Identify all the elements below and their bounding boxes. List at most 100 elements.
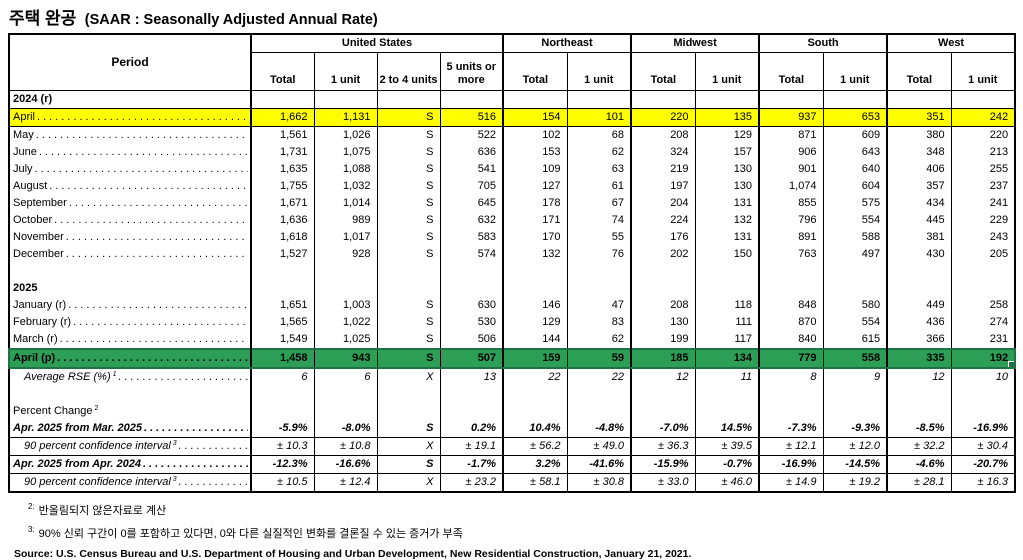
- table-cell[interactable]: -20.7%: [950, 454, 1016, 473]
- table-cell[interactable]: [566, 385, 632, 403]
- table-cell[interactable]: 135: [694, 107, 760, 127]
- table-cell[interactable]: 109: [502, 160, 568, 178]
- table-cell[interactable]: -16.9%: [758, 454, 824, 473]
- row-label[interactable]: April (p): [8, 347, 251, 369]
- table-cell[interactable]: 62: [566, 143, 632, 161]
- table-cell[interactable]: [694, 262, 760, 280]
- table-cell[interactable]: [502, 262, 568, 280]
- table-cell[interactable]: 1,026: [313, 126, 377, 144]
- row-label[interactable]: Apr. 2025 from Apr. 2024: [9, 454, 251, 473]
- table-cell[interactable]: 202: [630, 245, 696, 263]
- row-label[interactable]: [9, 386, 251, 403]
- table-cell[interactable]: [250, 279, 314, 297]
- table-cell[interactable]: S: [376, 126, 440, 144]
- table-cell[interactable]: S: [376, 194, 440, 212]
- table-cell[interactable]: [694, 385, 760, 403]
- table-cell[interactable]: 1,651: [250, 296, 314, 314]
- table-cell[interactable]: ± 12.0: [822, 436, 888, 455]
- table-cell[interactable]: 615: [822, 330, 888, 349]
- table-cell[interactable]: [313, 90, 377, 108]
- table-cell[interactable]: 14.5%: [694, 419, 760, 437]
- table-cell[interactable]: [566, 402, 632, 420]
- table-cell[interactable]: 63: [566, 160, 632, 178]
- table-cell[interactable]: 705: [439, 177, 504, 195]
- table-cell[interactable]: -7.3%: [758, 419, 824, 437]
- table-cell[interactable]: S: [376, 107, 440, 127]
- table-cell[interactable]: [886, 279, 952, 297]
- row-label[interactable]: 90 percent confidence interval 3: [9, 436, 251, 455]
- table-cell[interactable]: 208: [630, 126, 696, 144]
- table-cell[interactable]: 380: [886, 126, 952, 144]
- table-cell[interactable]: 351: [886, 107, 952, 127]
- table-cell[interactable]: 208: [630, 296, 696, 314]
- table-cell[interactable]: 131: [694, 228, 760, 246]
- table-cell[interactable]: 1,635: [250, 160, 314, 178]
- table-cell[interactable]: [376, 90, 440, 108]
- table-cell[interactable]: [439, 402, 504, 420]
- table-cell[interactable]: 530: [439, 313, 504, 331]
- table-cell[interactable]: 10.4%: [502, 419, 568, 437]
- table-cell[interactable]: 554: [822, 313, 888, 331]
- table-cell[interactable]: [822, 262, 888, 280]
- table-cell[interactable]: 9: [822, 367, 888, 386]
- table-cell[interactable]: [502, 402, 568, 420]
- table-cell[interactable]: -12.3%: [250, 454, 314, 473]
- table-cell[interactable]: 153: [502, 143, 568, 161]
- table-cell[interactable]: 243: [950, 228, 1016, 246]
- table-cell[interactable]: [630, 90, 696, 108]
- table-cell[interactable]: 132: [694, 211, 760, 229]
- table-cell[interactable]: 55: [566, 228, 632, 246]
- table-cell[interactable]: 68: [566, 126, 632, 144]
- table-cell[interactable]: ± 30.4: [950, 436, 1016, 455]
- table-cell[interactable]: 406: [886, 160, 952, 178]
- table-cell[interactable]: 796: [758, 211, 824, 229]
- table-cell[interactable]: 1,561: [250, 126, 314, 144]
- table-cell[interactable]: ± 33.0: [630, 472, 696, 492]
- table-cell[interactable]: 118: [694, 296, 760, 314]
- row-label[interactable]: January (r): [9, 297, 251, 314]
- table-cell[interactable]: -14.5%: [822, 454, 888, 473]
- row-label[interactable]: February (r): [9, 314, 251, 331]
- table-cell[interactable]: 129: [694, 126, 760, 144]
- table-cell[interactable]: 220: [950, 126, 1016, 144]
- table-cell[interactable]: 574: [439, 245, 504, 263]
- row-label[interactable]: Percent Change 2: [13, 404, 99, 418]
- table-cell[interactable]: 989: [313, 211, 377, 229]
- table-cell[interactable]: 237: [950, 177, 1016, 195]
- table-cell[interactable]: 62: [566, 330, 632, 349]
- table-cell[interactable]: 146: [502, 296, 568, 314]
- table-cell[interactable]: 255: [950, 160, 1016, 178]
- table-cell[interactable]: 3.2%: [502, 454, 568, 473]
- table-cell[interactable]: [313, 402, 377, 420]
- table-cell[interactable]: 229: [950, 211, 1016, 229]
- table-cell[interactable]: S: [376, 245, 440, 263]
- table-cell[interactable]: 558: [822, 347, 888, 369]
- table-cell[interactable]: [376, 279, 440, 297]
- table-cell[interactable]: 348: [886, 143, 952, 161]
- table-cell[interactable]: [439, 262, 504, 280]
- table-cell[interactable]: 22: [566, 367, 632, 386]
- table-cell[interactable]: -1.7%: [439, 454, 504, 473]
- table-cell[interactable]: 6: [250, 367, 314, 386]
- table-cell[interactable]: 197: [630, 177, 696, 195]
- table-cell[interactable]: [250, 402, 314, 420]
- table-cell[interactable]: [502, 279, 568, 297]
- table-cell[interactable]: [250, 385, 314, 403]
- row-label[interactable]: April: [9, 107, 251, 127]
- table-cell[interactable]: 1,014: [313, 194, 377, 212]
- table-cell[interactable]: 74: [566, 211, 632, 229]
- table-cell[interactable]: ± 28.1: [886, 472, 952, 492]
- table-cell[interactable]: 580: [822, 296, 888, 314]
- table-cell[interactable]: -8.5%: [886, 419, 952, 437]
- table-cell[interactable]: 171: [502, 211, 568, 229]
- row-label[interactable]: May: [9, 126, 251, 144]
- table-cell[interactable]: 335: [886, 347, 952, 369]
- table-cell[interactable]: S: [376, 143, 440, 161]
- table-cell[interactable]: S: [376, 330, 440, 349]
- row-label[interactable]: September: [9, 195, 251, 212]
- table-cell[interactable]: 901: [758, 160, 824, 178]
- table-cell[interactable]: 130: [694, 177, 760, 195]
- table-cell[interactable]: 241: [950, 194, 1016, 212]
- table-cell[interactable]: 130: [694, 160, 760, 178]
- table-cell[interactable]: 1,458: [250, 347, 314, 369]
